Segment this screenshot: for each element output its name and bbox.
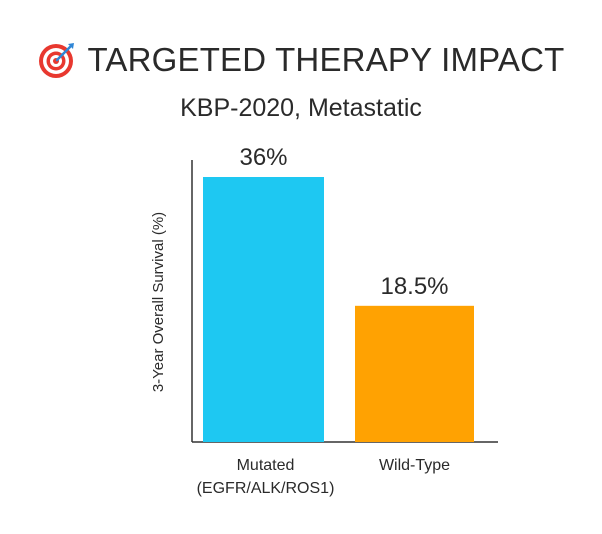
y-axis-label: 3-Year Overall Survival (%): [150, 212, 167, 392]
bar-wild-type: [355, 305, 474, 442]
chart-subtitle: KBP-2020, Metastatic: [180, 94, 422, 122]
title-row: TARGETED THERAPY IMPACT: [0, 38, 602, 82]
data-label-mutated: 36%: [239, 144, 287, 171]
bar-mutated: [203, 177, 324, 442]
x-tick-label-mutated-line-1: Mutated: [237, 457, 295, 474]
data-label-wild-type: 18.5%: [380, 273, 448, 300]
x-tick-label-mutated-line-2: (EGFR/ALK/ROS1): [197, 480, 335, 497]
x-tick-label-wild-type: Wild-Type: [379, 457, 450, 474]
chart-title: TARGETED THERAPY IMPACT: [87, 41, 565, 78]
target-icon: [39, 43, 75, 78]
